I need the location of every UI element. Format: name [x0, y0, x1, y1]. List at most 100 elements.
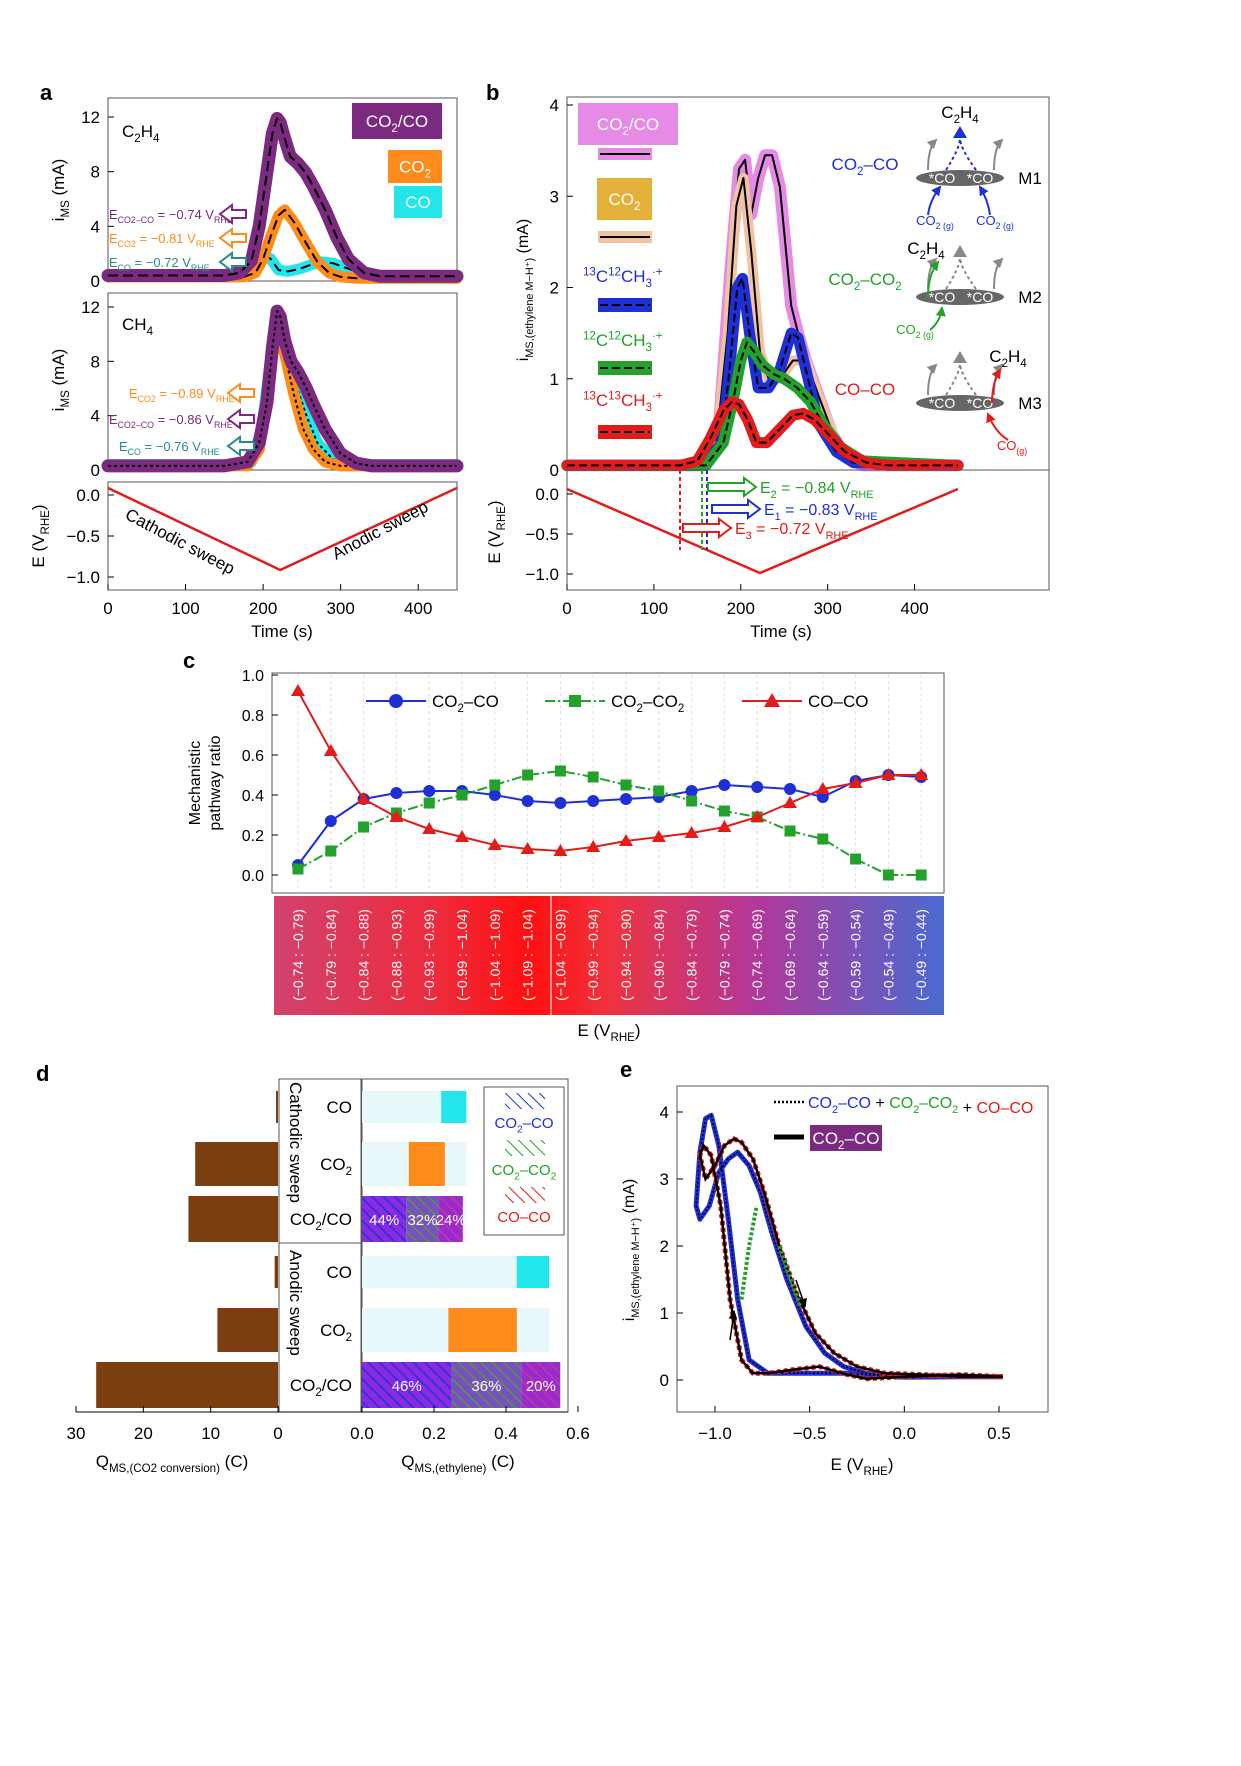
panel-c-point-co2co2: [882, 869, 894, 881]
panel-c-point-coco: [422, 822, 437, 834]
panel-c-category-2: (−0.84 : −0.88): [356, 909, 372, 1001]
panel-c-point-co2co2: [850, 853, 862, 865]
panel-b-series-4: [561, 396, 964, 471]
panel-b-pathway-m2: CO2–CO2: [828, 270, 901, 293]
panel-c-legend-marker-2: [764, 693, 780, 707]
panel-d-ethylene-bar-1-1: [448, 1308, 517, 1352]
panel-a-bottom-onset-arrow-0: [226, 382, 255, 404]
panel-a-xlabel: Time (s): [251, 622, 313, 641]
panel-b-xlabel: Time (s): [750, 622, 812, 641]
panel-c-ytick: 0.8: [242, 708, 264, 725]
panel-b-ytick: 4: [550, 96, 559, 115]
panel-a-bottom-CO2CO: [101, 304, 464, 473]
panel-d-legend-box: [483, 1086, 565, 1236]
panel-e-arrow-up: [728, 1310, 738, 1341]
panel-c-ytick: 0.0: [242, 868, 264, 885]
panel-c-point-co2co: [423, 785, 436, 797]
panel-d-category-1-2: CO2/CO: [290, 1376, 352, 1399]
panel-b-arrow-gray-1: [926, 138, 938, 171]
panel-a-top-ytick: 4: [91, 217, 100, 236]
panel-a-top-frame: [107, 97, 458, 282]
panel-c-point-coco: [291, 684, 305, 696]
panel-b-in-blue-2: [978, 185, 991, 216]
panel-b-legend-co2co: [578, 103, 678, 145]
panel-d-ethylene-bar-0-0: [441, 1091, 467, 1123]
panel-d-share-1-1: [451, 1362, 522, 1408]
panel-b-green-up: [927, 260, 940, 298]
panel-c-ytick: 0.6: [242, 748, 264, 765]
panel-b-xtick: 300: [813, 599, 841, 618]
panel-b-xtick: 400: [900, 599, 928, 618]
panel-a-top-onset-arrow-0: [218, 203, 247, 225]
panel-b-mlabel-3: M3: [1018, 394, 1042, 413]
panel-c-point-co2co: [685, 785, 698, 797]
panel-e-sum-line: [698, 1137, 1003, 1380]
panel-b-co2g-2: CO2 (g): [976, 213, 1014, 231]
panel-c-point-co2co2: [489, 779, 501, 791]
panel-c-ytick: 1.0: [242, 668, 264, 685]
panel-c-category-1: (−0.79 : −0.84): [323, 909, 339, 1001]
panel-b-onset-label-2: E3 = −0.72 VRHE: [735, 521, 849, 542]
panel-b-potential-ytick: 0.0: [535, 485, 559, 504]
panel-c-point-coco: [619, 834, 633, 846]
panel-a-bottom-onset-1: ECO2–CO = −0.86 VRHE: [109, 412, 233, 430]
panel-c-point-coco: [815, 782, 830, 794]
panel-c-point-co2co: [587, 795, 600, 807]
panel-e-green-seg-1: [739, 1205, 759, 1300]
panel-a-xtick: 300: [326, 599, 354, 618]
panel-a-bottom-onset-arrow-2: [226, 435, 255, 457]
panel-a-legend-co2co: [352, 103, 442, 139]
panel-b-potential-line: [566, 487, 959, 575]
panel-d-share-0-2: [438, 1196, 463, 1242]
panel-c-point-coco: [651, 830, 666, 842]
panel-a-top-CO2CO-line: [108, 117, 457, 278]
panel-b-legend-iso-2: 13C13CH3·+: [583, 391, 663, 415]
panel-c-category-5: (−0.99 : −1.04): [454, 909, 470, 1001]
panel-d-share-0-1: [406, 1196, 439, 1242]
panel-d-left-tick-label: 30: [67, 1424, 86, 1443]
panel-a-xtick: 0: [103, 599, 112, 618]
panel-b-cog: CO(g): [997, 438, 1027, 456]
panel-d-share-label-0-0: 44%: [369, 1212, 399, 1229]
panel-b-arrow-dot2-3: [959, 362, 977, 396]
panel-e-legend-co2co: [810, 1125, 882, 1151]
panel-c-point-co2co2: [423, 797, 435, 809]
panel-e-legend-co2co-label: CO2–CO: [813, 1129, 880, 1152]
panel-c-point-co2co: [751, 781, 764, 793]
panel-b-c2h4-m1: C2H4: [941, 103, 979, 126]
panel-d-category-0-2: CO2/CO: [290, 1210, 352, 1233]
panel-c-point-co2co2: [358, 821, 370, 833]
panel-d-category-1-0: CO: [327, 1263, 353, 1282]
panel-c-point-coco: [750, 810, 765, 822]
panel-a-top-onset-arrow-2: [218, 251, 247, 273]
panel-d-category-0-1: CO2: [320, 1155, 352, 1178]
panel-d-ethylene-bar-0-1: [408, 1142, 445, 1186]
panel-b-arrowhead-3: [953, 351, 967, 363]
panel-a-top-CO2: [102, 204, 463, 284]
panel-d-right-tick-label: 0.6: [566, 1424, 590, 1443]
panel-b-c2h4-m3: C2H4: [989, 347, 1027, 370]
panel-e-xtick-label: 0.0: [893, 1424, 917, 1443]
panel-c-series-2: [297, 690, 922, 853]
panel-b-arrow-dot-2: [945, 256, 961, 290]
panel-c-point-coco: [356, 792, 371, 804]
panel-c-point-co2co2: [915, 869, 927, 881]
panel-b-arrow-dot-3: [945, 362, 961, 396]
panel-a-bottom-ytick: 12: [81, 298, 100, 317]
panel-c-legend-marker-0: [389, 694, 403, 708]
panel-c-category-6: (−1.04 : −1.09): [487, 909, 503, 1001]
panel-a-xtick: 200: [249, 599, 277, 618]
panel-d-legend-swatch-2: [505, 1187, 545, 1203]
panel-d-conversion-bar-0-2: [188, 1196, 278, 1242]
panel-b-arrow-gray2-2: [992, 257, 1004, 290]
panel-b-in-blue-1: [927, 185, 942, 216]
panel-c-point-co2co2: [784, 825, 796, 837]
panel-a-top-onset-2: ECO = −0.72 VRHE: [109, 255, 210, 273]
panel-c-point-co2co: [390, 787, 403, 799]
panel-b-potential-ylabel: E (VRHE): [485, 500, 508, 563]
panel-e-xtick-label: −1.0: [698, 1424, 732, 1443]
panel-c-category-11: (−0.90 : −0.84): [651, 909, 667, 1001]
panel-a-top-onset-0: ECO2–CO = −0.74 VRHE: [109, 207, 233, 225]
panel-c-ytick: 0.4: [242, 788, 264, 805]
panel-a-xtick: 400: [404, 599, 432, 618]
